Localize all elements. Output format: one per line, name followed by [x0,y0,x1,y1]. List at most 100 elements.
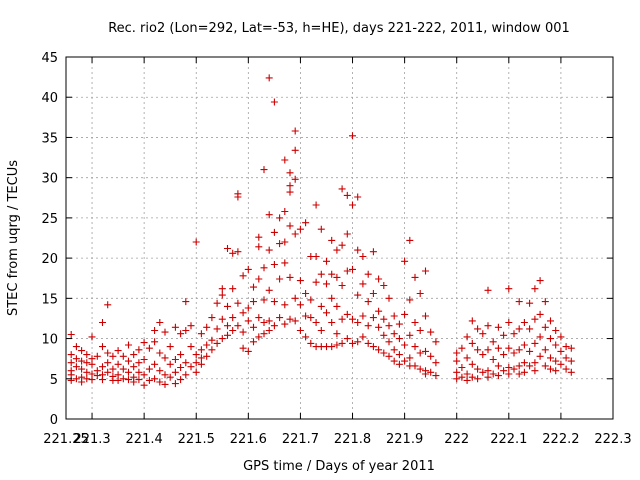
data-point [244,317,252,325]
data-point [125,376,132,384]
y-tick-label: 20 [41,252,58,267]
data-point [380,282,388,289]
data-point [552,357,560,365]
data-point [515,325,523,333]
data-point [145,365,153,373]
data-point [541,323,549,331]
data-point [354,193,362,201]
data-point [354,246,362,254]
data-point [130,363,138,371]
data-point [72,363,80,371]
data-point [453,349,461,357]
data-point [265,74,273,82]
data-point [281,259,289,267]
data-point [567,344,575,352]
data-point [474,365,482,373]
data-point [296,277,304,285]
axis-ticks [66,56,614,420]
data-point [208,346,216,354]
data-point [369,314,377,322]
data-point [380,349,388,357]
data-point [364,322,372,330]
data-point [328,343,336,351]
data-point [255,314,263,322]
data-point [83,375,91,383]
data-point [343,335,351,343]
data-point [463,370,471,378]
data-point [416,290,424,297]
data-point [307,296,315,304]
data-point [109,365,117,373]
x-tick-label: 221.6 [230,432,267,447]
data-point [244,304,252,312]
data-point [229,285,237,293]
data-point [286,188,294,196]
x-axis-label: GPS time / Days of year 2011 [243,459,435,474]
data-points [67,74,575,389]
data-point [333,330,341,338]
data-point [281,238,289,246]
data-point [427,352,435,360]
data-point [458,364,466,371]
data-point [494,362,502,370]
data-point [255,233,263,241]
data-point [286,182,294,190]
data-point [375,275,383,283]
data-point [265,327,273,334]
data-point [234,299,242,307]
data-point [99,363,106,371]
data-point [265,286,273,294]
data-point [72,375,80,383]
data-point [208,314,216,322]
data-point [78,347,86,355]
data-point [151,360,159,368]
data-point [145,376,153,384]
x-tick-label: 222.1 [490,432,527,447]
data-point [78,365,86,373]
data-point [416,327,424,334]
data-point [135,376,143,384]
data-point [479,368,487,376]
data-point [161,371,169,379]
data-point [307,339,315,347]
data-point [224,331,231,339]
data-point [474,325,482,333]
x-tick-label: 222.3 [594,432,631,447]
data-point [250,338,257,346]
data-point [135,368,143,376]
data-point [67,331,75,338]
data-point [192,359,200,367]
data-point [395,335,403,343]
data-point [468,373,476,381]
data-point [291,127,299,135]
data-point [218,291,226,299]
data-point [171,380,179,388]
data-point [338,241,346,249]
data-point [187,363,195,371]
data-point [281,156,289,164]
data-point [526,299,534,307]
data-point [484,346,492,354]
data-point [286,315,294,323]
data-point [218,315,226,323]
data-point [536,277,544,285]
data-point [203,341,211,349]
y-tick-label: 30 [41,172,58,187]
data-point [213,325,221,333]
data-point [489,338,497,346]
data-point [333,341,341,349]
chart-title: Rec. rio2 (Lon=292, Lat=-53, h=HE), days… [108,21,570,36]
data-point [83,359,91,367]
data-point [552,327,560,334]
data-point [93,352,101,360]
data-point [505,344,513,352]
data-point [224,245,231,252]
data-point [510,365,518,373]
data-point [385,338,393,346]
data-point [505,364,513,371]
data-point [390,312,398,320]
data-point [531,367,539,375]
data-point [562,343,570,351]
data-point [416,349,424,357]
